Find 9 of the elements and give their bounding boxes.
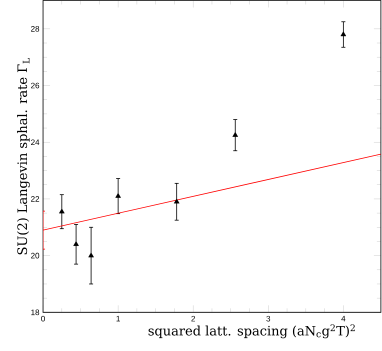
point <box>232 132 238 137</box>
x-axis-title: squared latt. spacing (aN$_{c}$g$^{2}$T)$^{2}$ <box>148 324 355 338</box>
point <box>174 198 180 204</box>
y-axis-title: SU(2) Langevin sphal. rate Γ$_{L}$ <box>17 58 30 254</box>
point <box>88 252 94 258</box>
point <box>59 208 65 214</box>
point <box>340 31 346 36</box>
point <box>73 240 79 246</box>
point <box>115 192 121 198</box>
